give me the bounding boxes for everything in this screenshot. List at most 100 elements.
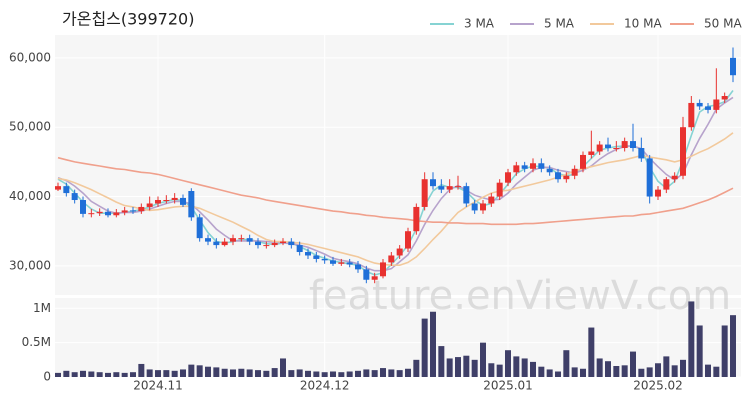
volume-panel (55, 298, 741, 377)
volume-bar (63, 370, 70, 377)
candle-body (213, 241, 220, 246)
candle-body (280, 241, 286, 243)
candle-body (188, 191, 195, 218)
volume-bar (463, 355, 470, 377)
y-tick-label: 0.5M (22, 335, 51, 349)
candle-body (63, 186, 70, 194)
candle-body (363, 269, 370, 280)
volume-bar (171, 370, 178, 377)
x-tick-label: 2025.02 (633, 379, 683, 393)
candle-body (263, 245, 270, 247)
candle-body (155, 200, 161, 204)
volume-bar (705, 364, 711, 377)
volume-bar (305, 370, 311, 377)
candle-body (671, 175, 678, 180)
candle-body (663, 179, 670, 190)
candle-body (530, 163, 536, 169)
volume-bar (605, 361, 611, 377)
candle-body (130, 210, 136, 212)
x-tick-label: 2025.01 (483, 379, 533, 393)
candle-body (713, 99, 720, 110)
chart-title: 가온칩스(399720) (62, 10, 194, 29)
candle-body (513, 165, 520, 173)
volume-bar (330, 371, 336, 377)
candle-body (313, 255, 320, 259)
candle-body (163, 200, 170, 202)
volume-bar (730, 315, 736, 377)
volume-bar (571, 367, 578, 377)
candle-body (596, 144, 603, 152)
candle-body (180, 197, 186, 205)
candle-body (455, 186, 461, 188)
legend-label: 50 MA (704, 17, 742, 31)
volume-bar (96, 372, 103, 377)
volume-bar (680, 359, 686, 377)
volume-bar (121, 372, 128, 377)
ma-line (57, 156, 734, 226)
y-tick-label: 1M (33, 301, 51, 315)
volume-bar (271, 368, 278, 377)
candle-body (463, 186, 470, 204)
candle-body (338, 262, 345, 264)
candle-body (413, 206, 420, 232)
volume-bar (696, 325, 703, 377)
volume-bar (488, 363, 495, 377)
candle-body (138, 206, 145, 212)
volume-bar (355, 370, 361, 377)
volume-bar (371, 370, 378, 377)
candle-body (171, 197, 178, 201)
candle-body (80, 200, 86, 214)
volume-bar (188, 364, 195, 377)
volume-bar (446, 358, 453, 377)
volume-bar (238, 368, 245, 377)
volume-bar (713, 366, 720, 377)
candle-body (480, 203, 486, 211)
x-tick-label: 2024.11 (133, 379, 183, 393)
volume-bar (213, 367, 220, 377)
volume-bar (71, 372, 78, 377)
candle-body (571, 168, 578, 176)
volume-bar (163, 370, 170, 377)
volume-bar (396, 370, 403, 377)
candle-body (546, 168, 553, 173)
legend-label: 5 MA (544, 17, 575, 31)
volume-bar (438, 346, 445, 377)
candle-body (521, 165, 528, 169)
volume-bar (513, 356, 520, 377)
y-tick-label: 40,000 (9, 189, 51, 203)
candle-body (196, 217, 203, 239)
candle-body (471, 203, 478, 211)
volume-bar (596, 358, 603, 377)
volume-bar (196, 365, 203, 377)
volume-bar (455, 357, 461, 377)
candle-body (580, 154, 586, 169)
y-tick-label: 60,000 (9, 50, 51, 64)
candle-body (696, 102, 703, 107)
candle-body (296, 245, 303, 253)
candle-body (246, 238, 253, 242)
volume-bar (55, 372, 61, 377)
candle-body (680, 127, 686, 176)
volume-bar (546, 369, 553, 377)
candle-body (355, 264, 361, 270)
candle-body (538, 163, 545, 169)
legend-label: 3 MA (464, 17, 495, 31)
volume-bar (380, 368, 386, 377)
candle-body (638, 148, 645, 159)
candle-body (55, 186, 61, 190)
candle-body (721, 96, 728, 100)
candle-body (255, 241, 261, 246)
volume-bar (580, 368, 586, 377)
volume-bar (346, 371, 353, 377)
legend-label: 10 MA (624, 17, 662, 31)
volume-bar (421, 318, 428, 377)
volume-bar (296, 369, 303, 377)
candle-body (105, 211, 111, 216)
candle-body (621, 141, 628, 149)
candle-body (238, 238, 245, 240)
candle-body (321, 258, 328, 261)
volume-bar (146, 369, 153, 377)
volume-bar (205, 366, 211, 377)
volume-bar (671, 365, 678, 377)
